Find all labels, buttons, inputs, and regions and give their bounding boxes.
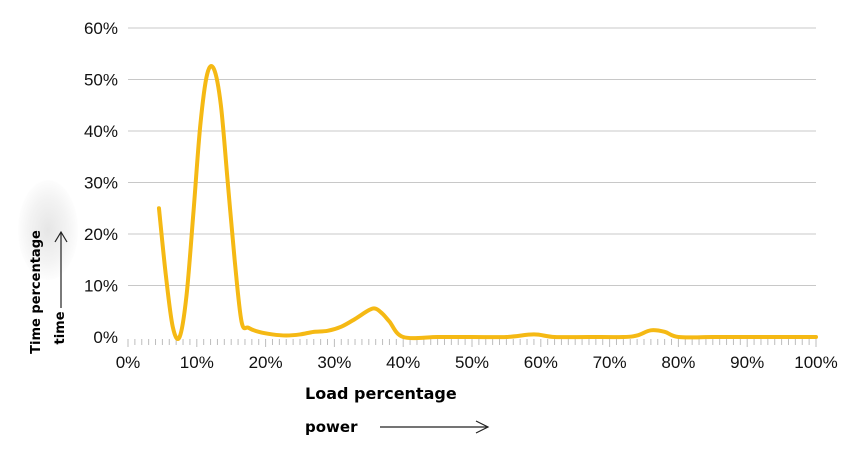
x-axis-arrow-icon [380, 420, 490, 434]
series-line [156, 64, 818, 342]
y-axis-subtitle: time [53, 311, 68, 344]
y-tick-label: 50% [84, 71, 118, 90]
x-tick-label: 100% [794, 353, 837, 372]
y-tick-label: 30% [84, 174, 118, 193]
x-axis-subtitle: power [305, 418, 358, 436]
x-tick-label: 20% [249, 353, 283, 372]
x-tick-label: 40% [386, 353, 420, 372]
y-axis-title: Time percentage [29, 230, 44, 354]
x-tick-label: 90% [730, 353, 764, 372]
x-tick-label: 70% [593, 353, 627, 372]
x-tick-label: 50% [455, 353, 489, 372]
x-tick-label: 0% [116, 353, 141, 372]
x-tick-label: 80% [661, 353, 695, 372]
y-tick-label: 60% [84, 19, 118, 38]
y-axis-tick-labels: 0% 10% 20% 30% 40% 50% 60% [84, 19, 118, 347]
x-tick-label: 10% [180, 353, 214, 372]
x-axis-title: Load percentage [305, 384, 457, 403]
y-tick-label: 40% [84, 122, 118, 141]
y-axis-arrow-icon [54, 230, 68, 308]
x-axis-minor-ticks [127, 339, 817, 347]
y-tick-label: 20% [84, 225, 118, 244]
blurred-smudge [18, 180, 78, 280]
x-axis-tick-labels: 0% 10% 20% 30% 40% 50% 60% 70% 80% 90% 100% [116, 353, 838, 372]
gridlines [128, 27, 816, 286]
x-tick-label: 60% [524, 353, 558, 372]
y-tick-label: 0% [93, 328, 118, 347]
y-tick-label: 10% [84, 277, 118, 296]
x-tick-label: 30% [317, 353, 351, 372]
